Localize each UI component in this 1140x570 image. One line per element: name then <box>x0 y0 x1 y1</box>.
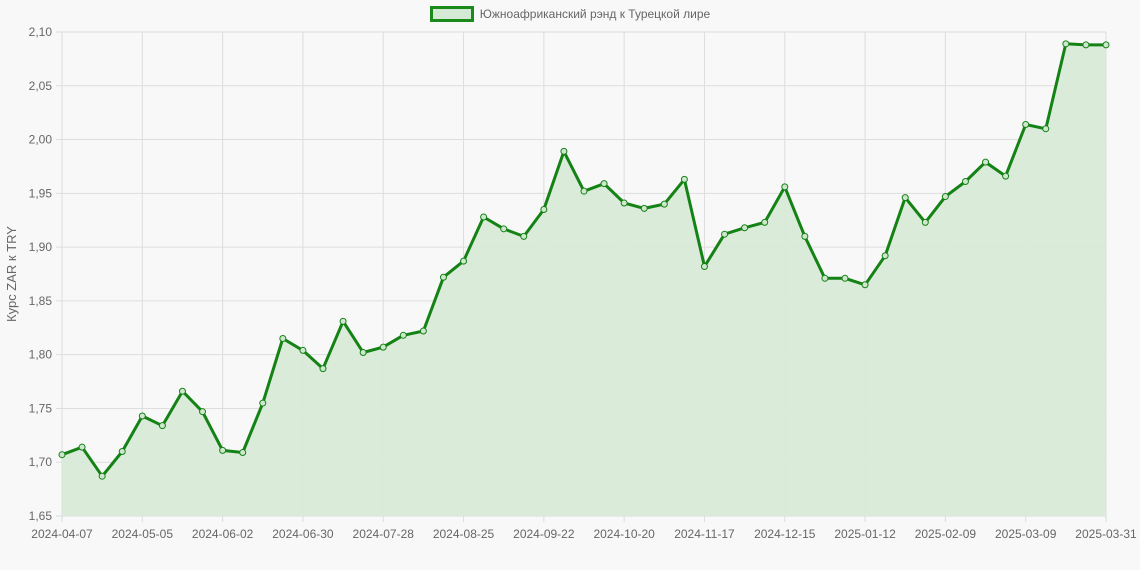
data-point <box>861 281 869 289</box>
legend-label: Южноафриканский рэнд к Турецкой лире <box>479 7 711 21</box>
data-point <box>178 387 186 395</box>
data-point <box>500 225 508 233</box>
data-point <box>1062 40 1070 48</box>
data-point <box>419 327 427 335</box>
data-point <box>1042 125 1050 133</box>
y-tick-label: 1,90 <box>29 240 53 254</box>
x-tick-label: 2024-12-15 <box>754 527 816 541</box>
x-tick-label: 2024-11-17 <box>674 527 735 541</box>
data-point <box>460 257 468 265</box>
x-tick-label: 2024-06-02 <box>192 527 254 541</box>
x-tick-label: 2024-05-05 <box>112 527 174 541</box>
data-point <box>1102 41 1110 49</box>
data-point <box>319 365 327 373</box>
data-point <box>700 262 708 270</box>
data-point <box>399 331 407 339</box>
data-point <box>821 274 829 282</box>
data-point <box>921 218 929 226</box>
data-point <box>761 218 769 226</box>
y-tick-label: 2,00 <box>29 133 53 147</box>
x-tick-label: 2025-02-09 <box>915 527 977 541</box>
data-point <box>1022 120 1030 128</box>
data-point <box>801 232 809 240</box>
data-point <box>680 175 688 183</box>
data-point <box>640 204 648 212</box>
data-point <box>841 274 849 282</box>
y-tick-label: 1,85 <box>29 294 53 308</box>
y-tick-label: 2,10 <box>29 25 53 39</box>
y-axis-title: Курс ZAR к TRY <box>4 226 19 322</box>
data-point <box>741 224 749 232</box>
data-point <box>339 317 347 325</box>
y-tick-label: 2,05 <box>29 79 53 93</box>
data-point <box>580 187 588 195</box>
data-point <box>540 205 548 213</box>
x-tick-label: 2024-10-20 <box>593 527 655 541</box>
x-tick-label: 2024-07-28 <box>353 527 415 541</box>
data-point <box>881 252 889 260</box>
data-point <box>138 412 146 420</box>
y-tick-label: 1,70 <box>29 455 53 469</box>
data-point <box>98 472 106 480</box>
data-point <box>78 443 86 451</box>
data-point <box>58 451 66 459</box>
data-point <box>721 230 729 238</box>
data-point <box>961 178 969 186</box>
data-point <box>660 200 668 208</box>
data-point <box>239 449 247 457</box>
data-point <box>359 349 367 357</box>
data-point <box>600 180 608 188</box>
data-point <box>299 346 307 354</box>
y-tick-label: 1,80 <box>29 348 53 362</box>
data-point <box>158 422 166 430</box>
area-fill <box>62 43 1106 517</box>
data-point <box>520 232 528 240</box>
chart-legend[interactable]: Южноафриканский рэнд к Турецкой лире <box>0 6 1140 22</box>
data-point <box>480 213 488 221</box>
data-point <box>199 408 207 416</box>
data-point <box>781 183 789 191</box>
x-tick-label: 2025-03-31 <box>1075 527 1137 541</box>
data-point <box>379 343 387 351</box>
y-tick-label: 1,95 <box>29 186 53 200</box>
y-tick-label: 1,65 <box>29 509 53 523</box>
data-point <box>118 447 126 455</box>
x-tick-label: 2024-06-30 <box>272 527 334 541</box>
data-point <box>982 158 990 166</box>
data-point <box>439 273 447 281</box>
data-point <box>1082 41 1090 49</box>
x-tick-label: 2024-09-22 <box>513 527 575 541</box>
x-tick-label: 2024-08-25 <box>433 527 495 541</box>
x-tick-label: 2025-03-09 <box>995 527 1057 541</box>
data-point <box>620 199 628 207</box>
x-tick-label: 2025-01-12 <box>834 527 896 541</box>
x-tick-label: 2024-04-07 <box>31 527 93 541</box>
data-point <box>941 193 949 201</box>
y-tick-label: 1,75 <box>29 401 53 415</box>
data-point <box>259 399 267 407</box>
data-point <box>560 147 568 155</box>
data-point <box>219 446 227 454</box>
data-point <box>279 335 287 343</box>
legend-swatch <box>429 6 474 22</box>
data-point <box>1002 172 1010 180</box>
data-point <box>901 194 909 202</box>
